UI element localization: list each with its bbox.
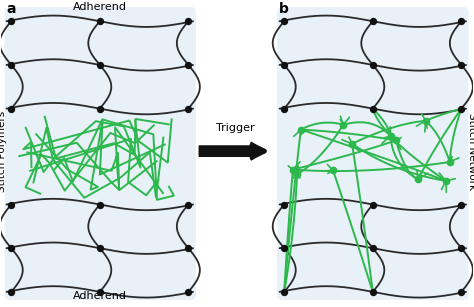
Point [96,106,104,111]
Point [422,119,429,123]
Point [8,19,15,24]
Point [339,122,347,127]
Point [457,63,465,68]
Point [281,202,288,207]
Point [348,141,356,146]
Text: Trigger: Trigger [216,123,255,133]
Point [96,202,104,207]
Point [457,290,465,294]
Point [8,202,15,207]
FancyArrow shape [199,142,263,160]
Text: b: b [279,2,289,16]
Point [96,290,104,294]
Point [414,177,422,182]
Point [369,106,376,111]
Point [457,106,465,111]
Point [8,246,15,251]
Point [184,63,192,68]
FancyBboxPatch shape [277,7,468,300]
Point [369,290,376,294]
FancyBboxPatch shape [5,7,196,300]
Point [289,167,297,172]
Text: Stitch Polymers: Stitch Polymers [0,111,7,192]
Point [281,106,288,111]
Point [96,246,104,251]
Text: Adherend: Adherend [73,291,127,301]
Point [457,246,465,251]
Point [96,19,104,24]
Point [446,160,454,165]
Point [369,202,376,207]
Point [293,172,301,177]
Point [457,202,465,207]
Text: Adherend: Adherend [73,2,127,12]
Point [184,290,192,294]
Point [8,63,15,68]
Point [387,134,394,138]
Point [281,246,288,251]
Point [96,63,104,68]
Point [369,19,376,24]
Point [369,63,376,68]
Point [184,246,192,251]
Point [184,106,192,111]
Point [457,19,465,24]
Point [392,138,400,143]
Point [281,63,288,68]
Point [369,246,376,251]
Point [8,106,15,111]
Text: Stitch Network: Stitch Network [467,113,474,190]
Point [281,290,288,294]
Point [184,202,192,207]
Point [8,290,15,294]
Text: a: a [7,2,16,16]
Point [184,19,192,24]
Point [281,19,288,24]
Point [329,168,337,173]
Point [442,178,450,183]
Point [297,127,305,132]
